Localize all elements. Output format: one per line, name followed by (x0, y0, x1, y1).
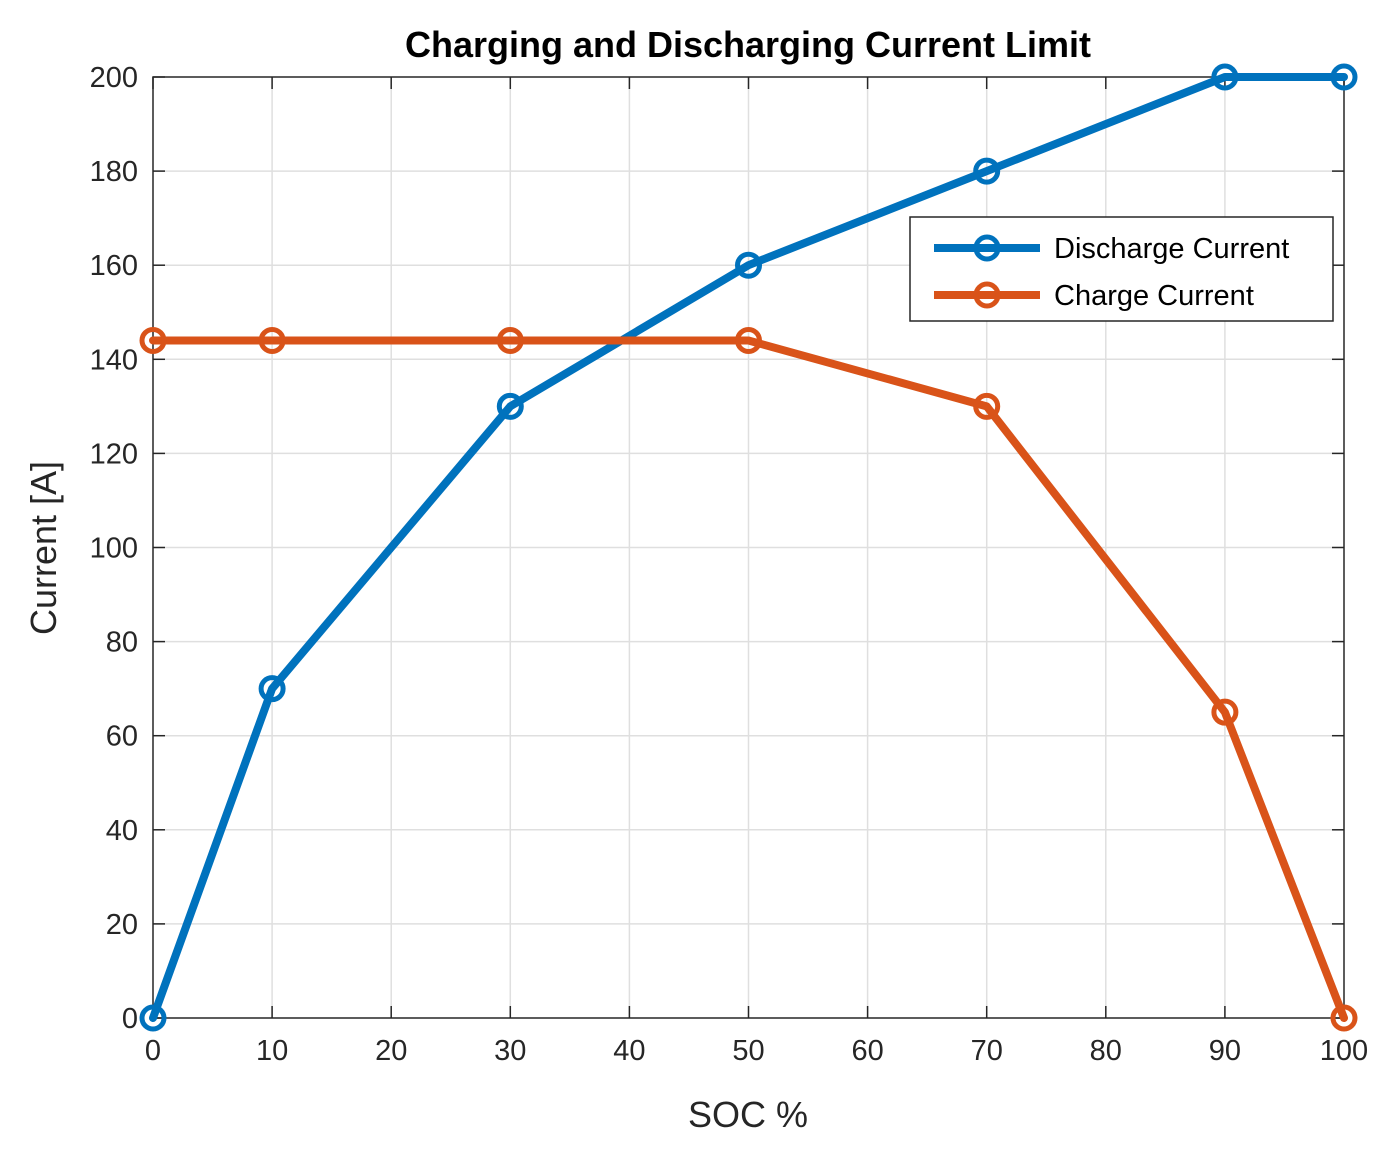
series-line-charge-current (149, 336, 1348, 1022)
y-tick-label: 200 (90, 62, 138, 94)
x-axis-label: SOC % (688, 1094, 808, 1135)
y-tick-label: 60 (106, 721, 138, 753)
y-tick-label: 100 (90, 533, 138, 565)
legend-label-charge-current: Charge Current (1054, 280, 1254, 312)
y-tick-label: 140 (90, 344, 138, 376)
y-tick-label: 80 (106, 627, 138, 659)
data-point-discharge-current (735, 251, 762, 279)
y-axis-label: Current [A] (23, 461, 64, 635)
data-point-discharge-current (1211, 63, 1239, 91)
y-tick-label: 40 (106, 815, 138, 847)
data-point-charge-current (496, 326, 524, 354)
chart-title: Charging and Discharging Current Limit (405, 24, 1091, 65)
x-tick-label: 30 (494, 1035, 526, 1067)
x-tick-label: 60 (851, 1035, 883, 1067)
x-tick-label: 100 (1320, 1035, 1368, 1067)
y-tick-label: 0 (122, 1003, 138, 1035)
legend-marker-charge-current (973, 281, 1001, 309)
x-tick-label: 10 (256, 1035, 288, 1067)
y-tick-label: 180 (90, 156, 138, 188)
data-point-discharge-current (496, 392, 524, 420)
x-tick-label: 90 (1209, 1035, 1241, 1067)
x-tick-label: 70 (971, 1035, 1003, 1067)
data-point-charge-current (735, 326, 762, 354)
x-tick-label: 0 (145, 1035, 161, 1067)
x-tick-label: 80 (1090, 1035, 1122, 1067)
data-point-discharge-current (973, 157, 1001, 185)
data-point-charge-current (973, 392, 1001, 420)
data-point-discharge-current (258, 675, 286, 703)
x-tick-label: 40 (613, 1035, 645, 1067)
data-point-charge-current (1211, 698, 1239, 726)
x-tick-label: 20 (375, 1035, 407, 1067)
data-point-discharge-current (139, 1004, 167, 1032)
y-tick-label: 120 (90, 438, 138, 470)
y-tick-label: 20 (106, 909, 138, 941)
data-point-charge-current (258, 326, 286, 354)
data-point-discharge-current (1330, 63, 1358, 91)
legend-marker-discharge-current (973, 234, 1001, 262)
legend-label-discharge-current: Discharge Current (1054, 233, 1289, 265)
series-line-discharge-current (149, 73, 1348, 1022)
data-point-charge-current (1330, 1004, 1358, 1032)
data-point-charge-current (139, 326, 167, 354)
x-tick-label: 50 (732, 1035, 764, 1067)
legend: Discharge Current Charge Current (909, 216, 1334, 322)
plot-area: 0 10 20 30 40 50 60 70 80 90 100 0 20 40 60 80 100 120 140… (90, 62, 1369, 1067)
y-tick-label: 160 (90, 250, 138, 282)
